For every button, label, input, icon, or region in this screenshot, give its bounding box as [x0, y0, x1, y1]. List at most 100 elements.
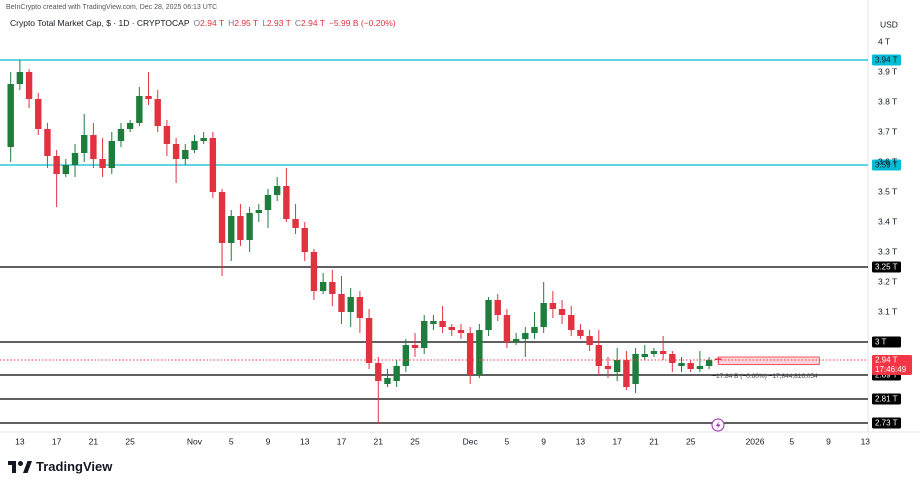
watermark: BeInCrypto created with TradingView.com,…	[6, 4, 217, 11]
candle-body	[577, 330, 584, 336]
candle-body	[237, 216, 244, 240]
level-label-box	[872, 159, 901, 171]
ohlc-value: 2.95 T	[234, 18, 258, 28]
symbol: Crypto Total Market Cap, $ · 1D · CRYPTO…	[10, 18, 190, 28]
candle-body	[145, 96, 152, 99]
candle-body	[402, 345, 410, 366]
level-label-box	[872, 393, 901, 405]
level-label: 3.94 T	[875, 56, 898, 65]
candle-body	[375, 363, 382, 381]
candle-body	[421, 321, 428, 348]
x-tick-label: 5	[505, 436, 510, 446]
candle-body	[338, 294, 345, 312]
candle-body	[393, 366, 400, 381]
y-tick-label: 3.3 T	[878, 246, 897, 256]
candle-body	[319, 282, 327, 291]
candle-body	[678, 363, 685, 366]
candle-body	[522, 333, 529, 339]
candle-body	[218, 192, 226, 243]
candle-body	[44, 129, 51, 156]
y-tick-label: 3.5 T	[878, 186, 897, 196]
candle-body	[255, 210, 263, 213]
x-tick-label: 9	[266, 436, 271, 446]
x-tick-label: 5	[789, 436, 794, 446]
x-tick-label: 21	[89, 436, 99, 446]
candle-body	[62, 165, 70, 174]
level-label-box	[872, 261, 901, 273]
x-tick-label: Dec	[463, 436, 479, 446]
candle-body	[669, 354, 676, 363]
candle-body	[99, 159, 106, 168]
candle-body	[485, 300, 492, 330]
y-tick-label: 3.4 T	[878, 216, 897, 226]
candle-body	[457, 330, 465, 333]
last-price-label: 2.94 T	[875, 356, 898, 365]
candle-body	[568, 315, 575, 330]
candle-body	[356, 297, 364, 318]
candle-body	[273, 186, 281, 195]
brand: TradingView	[8, 459, 113, 474]
candle-body	[411, 345, 419, 348]
candle-body	[310, 252, 318, 291]
candle-body	[117, 129, 125, 141]
brand-name: TradingView	[36, 459, 113, 474]
candle-body	[292, 219, 299, 228]
change: −5.99 B (−0.20%)	[329, 18, 396, 28]
candle-body	[136, 96, 143, 123]
candle-body	[659, 351, 667, 354]
x-tick-label: 25	[686, 436, 696, 446]
candle-body	[347, 297, 354, 312]
y-tick-label: 3.1 T	[878, 306, 897, 316]
candle-body	[301, 228, 308, 252]
alert-bolt	[716, 421, 721, 430]
candle-body	[126, 123, 134, 129]
countdown-label: 17:46:49	[875, 365, 907, 374]
candle-body	[696, 366, 704, 369]
ohlc-key: H	[228, 18, 234, 28]
x-tick-label: 2026	[746, 436, 765, 446]
candle-body	[71, 153, 79, 165]
x-tick-label: 13	[576, 436, 586, 446]
legend-line: Crypto Total Market Cap, $ · 1D · CRYPTO…	[10, 18, 396, 28]
y-tick-label: 3.8 T	[878, 96, 897, 106]
x-tick-label: 21	[649, 436, 659, 446]
y-tick-label: 3.2 T	[878, 276, 897, 286]
y-tick-label: 4 T	[878, 36, 890, 46]
level-label: 3.59 T	[875, 161, 898, 170]
candle-body	[209, 138, 217, 192]
x-tick-label: 21	[374, 436, 384, 446]
candle-body	[246, 213, 253, 240]
candle-body	[200, 138, 207, 141]
candle-body	[687, 363, 694, 369]
ohlc-value: 2.94 T	[200, 18, 224, 28]
candle-body	[632, 354, 639, 384]
level-label-box	[872, 54, 901, 66]
candle-body	[641, 354, 648, 357]
candle-body	[531, 327, 538, 333]
candle-body	[512, 339, 520, 342]
candle-body	[586, 336, 593, 345]
candle-body	[540, 303, 547, 327]
candle-body	[623, 360, 630, 387]
level-label: 2.89 T	[875, 371, 898, 380]
candle-body	[53, 156, 60, 174]
x-tick-label: 9	[541, 436, 546, 446]
candle-body	[558, 309, 566, 315]
overlay: −17.84 B (−0.60%) −17,844,816,054 3.94 T 3…	[712, 54, 912, 429]
range-label: −17.84 B (−0.60%) −17,844,816,054	[712, 373, 818, 380]
candle-body	[466, 333, 474, 375]
candle-body	[705, 360, 713, 366]
candle-body	[329, 282, 336, 294]
level-label: 3 T	[875, 338, 887, 347]
brand-logo	[8, 461, 32, 473]
candle-body	[430, 321, 437, 324]
y-tick-label: 3.6 T	[878, 156, 897, 166]
candle-body	[35, 99, 42, 129]
ohlc-key: O	[194, 18, 201, 28]
candle-body	[613, 360, 621, 372]
x-tick-label: 25	[125, 436, 135, 446]
